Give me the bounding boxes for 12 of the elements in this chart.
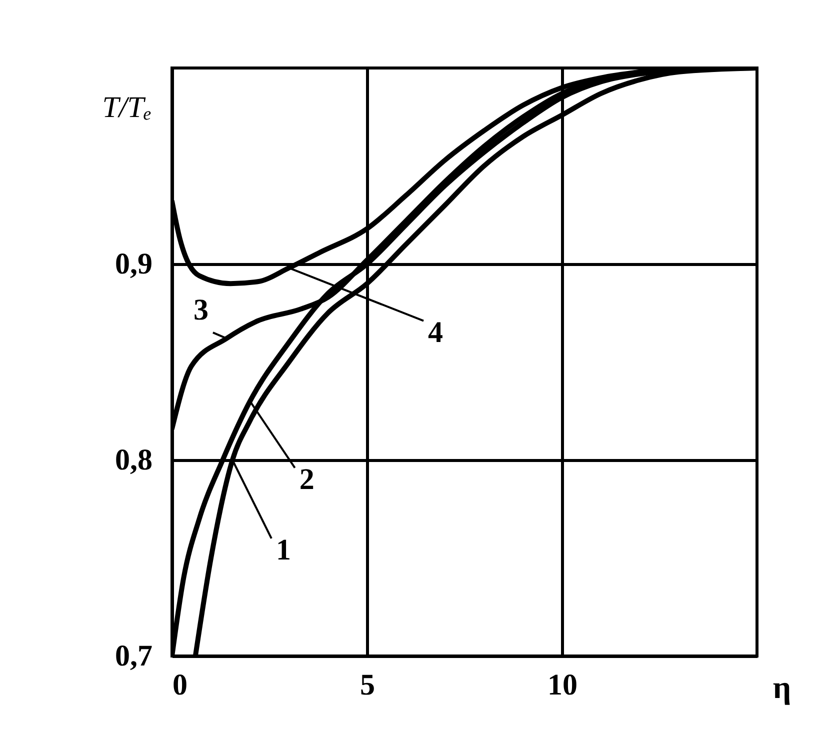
x-tick-label: 0: [172, 668, 188, 702]
x-tick-label: 5: [360, 668, 375, 702]
series-label: 1: [276, 533, 291, 566]
text: 4: [428, 316, 444, 349]
series-label: 3: [193, 294, 208, 327]
legend-label: 2: [299, 462, 314, 496]
y-tick-label: 0,8: [115, 444, 152, 476]
x-tick-label: 10: [548, 668, 578, 702]
y-axis-title: T/Tₑ: [102, 91, 152, 124]
y-tick-label: 0,7: [115, 640, 152, 672]
x-axis-title: η: [772, 669, 792, 705]
y-tick-label: 0,9: [115, 248, 152, 280]
